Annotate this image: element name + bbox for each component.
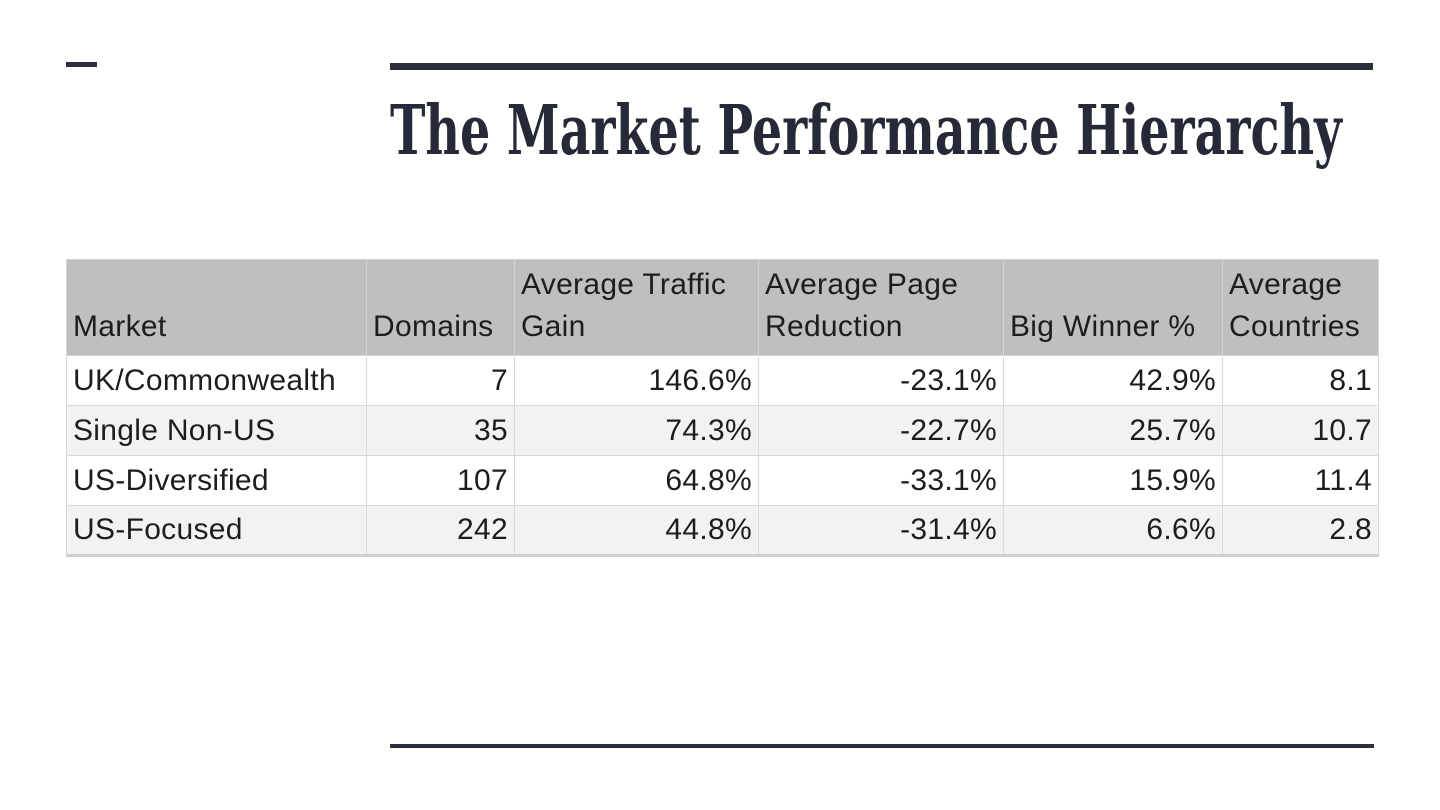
table-cell-market: UK/Commonwealth [66,355,367,406]
table-header-row: Market Domains Average Traffic Gain Average… [66,259,1379,356]
table-cell-big-winner-pct: 15.9% [1003,455,1223,506]
column-header-avg-traffic-gain: Average Traffic Gain [514,259,759,356]
table-cell-avg-countries: 10.7 [1222,405,1379,456]
table-cell-domains: 7 [366,355,515,406]
table-body: UK/Commonwealth 7 146.6% -23.1% 42.9% 8.1 Sing… [66,355,1379,556]
market-performance-table: Market Domains Average Traffic Gain Average… [66,259,1379,557]
table-cell-avg-traffic-gain: 44.8% [514,505,759,556]
table-cell-market: Single Non-US [66,405,367,456]
table-cell-big-winner-pct: 6.6% [1003,505,1223,556]
table-cell-market: US-Diversified [66,455,367,506]
column-header-domains: Domains [366,259,515,356]
table-row: UK/Commonwealth 7 146.6% -23.1% 42.9% 8.1 [66,355,1379,406]
table-row: Single Non-US 35 74.3% -22.7% 25.7% 10.7 [66,405,1379,456]
table-cell-domains: 35 [366,405,515,456]
table-cell-avg-countries: 11.4 [1222,455,1379,506]
table-cell-avg-countries: 8.1 [1222,355,1379,406]
table-cell-domains: 242 [366,505,515,556]
table-cell-domains: 107 [366,455,515,506]
column-header-big-winner-pct: Big Winner % [1003,259,1223,356]
title-top-rule [390,63,1373,70]
table-cell-market: US-Focused [66,505,367,556]
table-cell-avg-page-reduction: -23.1% [758,355,1004,406]
footer-rule [390,744,1374,748]
table-cell-avg-traffic-gain: 146.6% [514,355,759,406]
table-cell-avg-countries: 2.8 [1222,505,1379,556]
accent-dash-rule [66,62,97,67]
table-cell-big-winner-pct: 42.9% [1003,355,1223,406]
table-cell-big-winner-pct: 25.7% [1003,405,1223,456]
column-header-avg-page-reduction: Average Page Reduction [758,259,1004,356]
table-cell-avg-page-reduction: -33.1% [758,455,1004,506]
table-row: US-Focused 242 44.8% -31.4% 6.6% 2.8 [66,505,1379,556]
column-header-avg-countries: Average Countries [1222,259,1379,356]
table-cell-avg-page-reduction: -31.4% [758,505,1004,556]
slide-title: The Market Performance Hierarchy [390,91,1342,171]
column-header-market: Market [66,259,367,356]
table-row: US-Diversified 107 64.8% -33.1% 15.9% 11.4 [66,455,1379,506]
table-head: Market Domains Average Traffic Gain Average… [66,259,1379,356]
table-cell-avg-traffic-gain: 74.3% [514,405,759,456]
table-cell-avg-traffic-gain: 64.8% [514,455,759,506]
table-cell-avg-page-reduction: -22.7% [758,405,1004,456]
